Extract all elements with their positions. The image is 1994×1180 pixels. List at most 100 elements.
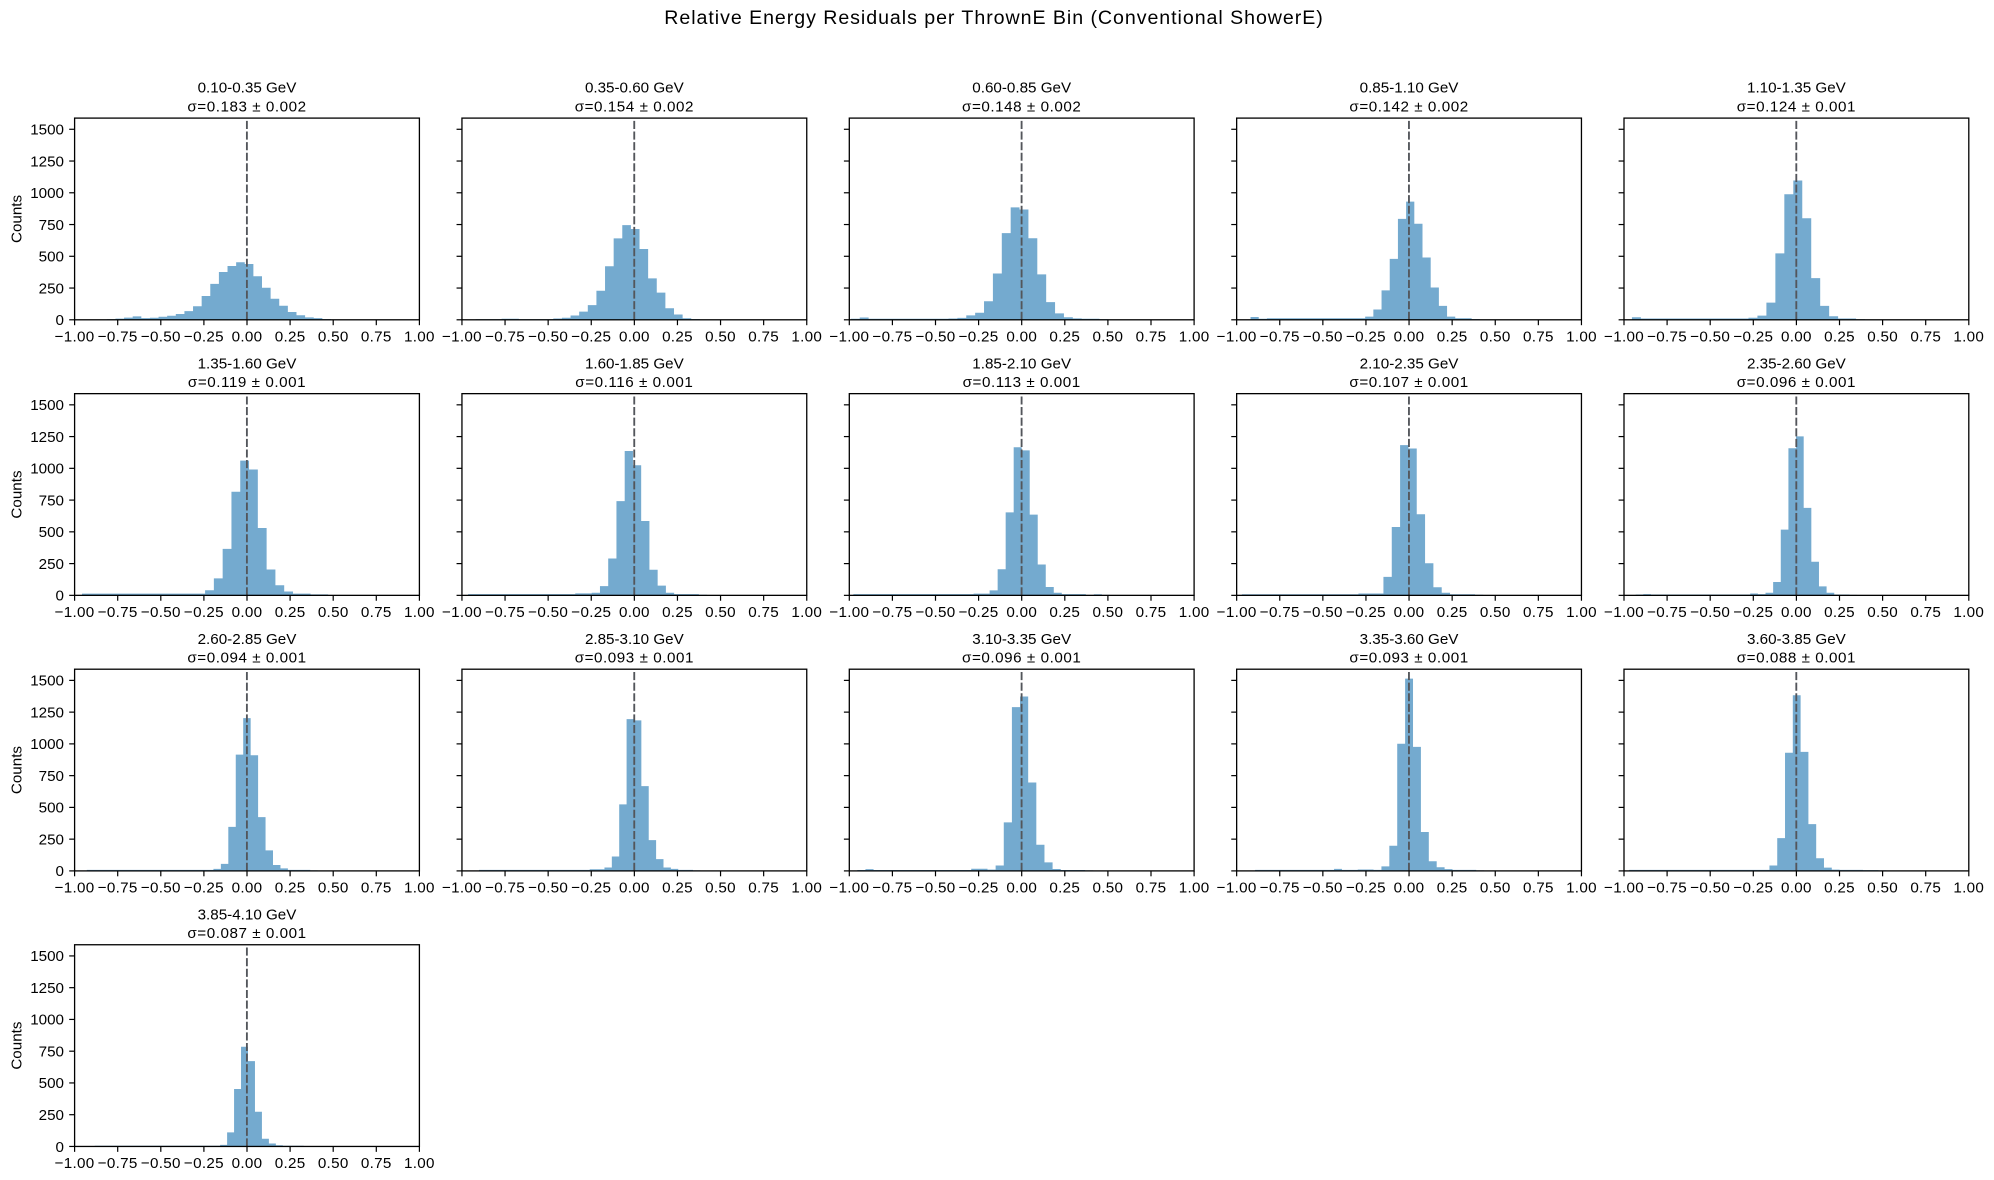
svg-text:0.50: 0.50 — [705, 604, 736, 621]
svg-text:0.75: 0.75 — [361, 880, 392, 897]
svg-text:1000: 1000 — [30, 1012, 64, 1029]
svg-text:0.50: 0.50 — [1867, 604, 1898, 621]
svg-text:−0.50: −0.50 — [528, 880, 568, 897]
svg-text:−0.25: −0.25 — [571, 604, 611, 621]
svg-text:Counts: Counts — [9, 746, 26, 795]
svg-text:σ=0.087 ± 0.001: σ=0.087 ± 0.001 — [187, 925, 306, 942]
svg-text:−0.75: −0.75 — [1260, 604, 1300, 621]
svg-text:−0.25: −0.25 — [184, 328, 224, 345]
svg-text:0.25: 0.25 — [662, 604, 693, 621]
svg-text:−1.00: −1.00 — [55, 328, 95, 345]
svg-text:−0.50: −0.50 — [528, 328, 568, 345]
svg-text:−0.50: −0.50 — [1303, 880, 1343, 897]
svg-text:0.75: 0.75 — [1523, 328, 1554, 345]
svg-text:1.00: 1.00 — [1566, 604, 1597, 621]
svg-text:0.25: 0.25 — [1824, 328, 1855, 345]
svg-text:−0.50: −0.50 — [1690, 604, 1730, 621]
svg-text:0.00: 0.00 — [232, 880, 263, 897]
svg-text:0.75: 0.75 — [361, 604, 392, 621]
svg-text:−0.50: −0.50 — [916, 604, 956, 621]
svg-text:1.00: 1.00 — [404, 328, 435, 345]
svg-text:3.35-3.60 GeV: 3.35-3.60 GeV — [1360, 631, 1460, 648]
svg-text:σ=0.124 ± 0.001: σ=0.124 ± 0.001 — [1737, 98, 1856, 115]
svg-text:0.25: 0.25 — [1437, 880, 1468, 897]
svg-text:0.50: 0.50 — [705, 880, 736, 897]
svg-text:0.10-0.35 GeV: 0.10-0.35 GeV — [198, 80, 298, 97]
svg-text:0.50: 0.50 — [1867, 328, 1898, 345]
svg-text:3.60-3.85 GeV: 3.60-3.85 GeV — [1747, 631, 1847, 648]
svg-text:0.50: 0.50 — [1480, 880, 1511, 897]
svg-text:1250: 1250 — [30, 704, 64, 721]
svg-text:1.00: 1.00 — [791, 880, 822, 897]
svg-text:−1.00: −1.00 — [1604, 328, 1644, 345]
svg-text:−0.50: −0.50 — [141, 1155, 181, 1172]
svg-text:0.50: 0.50 — [1867, 880, 1898, 897]
svg-text:1.00: 1.00 — [404, 604, 435, 621]
svg-text:500: 500 — [39, 1075, 64, 1092]
svg-text:−0.75: −0.75 — [485, 328, 525, 345]
svg-text:1.85-2.10 GeV: 1.85-2.10 GeV — [972, 355, 1072, 372]
svg-text:−0.50: −0.50 — [1303, 604, 1343, 621]
svg-text:0.75: 0.75 — [1136, 604, 1167, 621]
svg-text:−0.75: −0.75 — [485, 880, 525, 897]
svg-text:0.50: 0.50 — [1093, 880, 1124, 897]
svg-text:1000: 1000 — [30, 185, 64, 202]
svg-text:1.00: 1.00 — [1953, 328, 1984, 345]
svg-text:−0.75: −0.75 — [1647, 880, 1687, 897]
svg-text:0.25: 0.25 — [275, 1155, 306, 1172]
svg-text:250: 250 — [39, 280, 64, 297]
svg-text:0.00: 0.00 — [619, 328, 650, 345]
svg-text:0.25: 0.25 — [275, 604, 306, 621]
svg-text:−1.00: −1.00 — [55, 880, 95, 897]
svg-text:−0.75: −0.75 — [872, 328, 912, 345]
svg-text:−0.75: −0.75 — [872, 880, 912, 897]
svg-text:250: 250 — [39, 1107, 64, 1124]
svg-text:0.00: 0.00 — [1781, 880, 1812, 897]
svg-text:0.75: 0.75 — [1910, 604, 1941, 621]
svg-text:1.00: 1.00 — [1179, 880, 1210, 897]
svg-text:0: 0 — [56, 1139, 64, 1156]
svg-text:0.75: 0.75 — [361, 328, 392, 345]
svg-text:σ=0.154 ± 0.002: σ=0.154 ± 0.002 — [575, 98, 694, 115]
svg-text:0.00: 0.00 — [232, 604, 263, 621]
svg-text:−0.75: −0.75 — [1260, 880, 1300, 897]
svg-text:0.85-1.10 GeV: 0.85-1.10 GeV — [1360, 80, 1460, 97]
svg-text:1.35-1.60 GeV: 1.35-1.60 GeV — [198, 355, 298, 372]
svg-text:σ=0.183 ± 0.002: σ=0.183 ± 0.002 — [187, 98, 306, 115]
svg-text:−0.25: −0.25 — [571, 328, 611, 345]
svg-text:0.25: 0.25 — [1437, 328, 1468, 345]
svg-text:−0.50: −0.50 — [1303, 328, 1343, 345]
svg-text:0.00: 0.00 — [1006, 604, 1037, 621]
svg-text:−0.25: −0.25 — [1346, 328, 1386, 345]
svg-text:1.00: 1.00 — [791, 604, 822, 621]
svg-text:σ=0.119 ± 0.001: σ=0.119 ± 0.001 — [188, 374, 306, 391]
svg-text:0.50: 0.50 — [318, 880, 349, 897]
svg-text:−0.50: −0.50 — [528, 604, 568, 621]
svg-text:1.00: 1.00 — [1179, 604, 1210, 621]
svg-text:−0.75: −0.75 — [872, 604, 912, 621]
svg-text:0.25: 0.25 — [1049, 604, 1080, 621]
svg-text:500: 500 — [39, 800, 64, 817]
svg-text:−1.00: −1.00 — [829, 880, 869, 897]
svg-text:σ=0.096 ± 0.001: σ=0.096 ± 0.001 — [962, 649, 1081, 666]
svg-text:500: 500 — [39, 249, 64, 266]
svg-text:−0.50: −0.50 — [1690, 328, 1730, 345]
svg-text:−1.00: −1.00 — [55, 604, 95, 621]
svg-text:2.60-2.85 GeV: 2.60-2.85 GeV — [198, 631, 298, 648]
svg-text:1.00: 1.00 — [1179, 328, 1210, 345]
svg-text:−1.00: −1.00 — [1217, 328, 1257, 345]
svg-text:250: 250 — [39, 831, 64, 848]
svg-text:−0.75: −0.75 — [485, 604, 525, 621]
svg-text:0.75: 0.75 — [1910, 880, 1941, 897]
svg-text:−0.50: −0.50 — [141, 880, 181, 897]
svg-text:−0.75: −0.75 — [98, 328, 138, 345]
svg-text:750: 750 — [39, 217, 64, 234]
svg-text:−0.75: −0.75 — [1647, 604, 1687, 621]
svg-text:−0.75: −0.75 — [98, 880, 138, 897]
svg-text:−0.25: −0.25 — [184, 1155, 224, 1172]
svg-text:−0.25: −0.25 — [1733, 328, 1773, 345]
svg-text:0.25: 0.25 — [662, 328, 693, 345]
svg-text:−1.00: −1.00 — [1217, 604, 1257, 621]
svg-text:750: 750 — [39, 1043, 64, 1060]
svg-text:3.10-3.35 GeV: 3.10-3.35 GeV — [972, 631, 1072, 648]
